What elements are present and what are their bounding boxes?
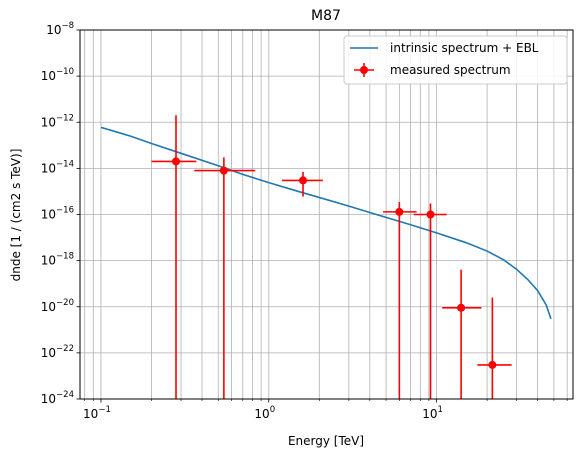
x-tick-label: 100: [254, 405, 275, 421]
y-tick-label-exponent: −22: [56, 344, 74, 354]
grid: [80, 29, 573, 400]
measured-point-group: [282, 171, 323, 197]
y-tick-label-exponent: −14: [56, 159, 74, 169]
legend-label: measured spectrum: [390, 63, 511, 77]
x-tick-label: 101: [422, 405, 443, 421]
y-tick-label: 10−8: [46, 21, 74, 37]
measured-point-marker: [457, 303, 466, 312]
y-tick-label: 10−24: [41, 390, 74, 406]
measured-point-group: [151, 115, 197, 399]
measured-point-marker: [219, 166, 228, 175]
y-tick-label-base: 10: [41, 346, 56, 360]
y-tick-label: 10−18: [41, 252, 74, 268]
y-tick-label: 10−14: [41, 159, 74, 175]
y-tick-label-base: 10: [41, 392, 56, 406]
legend: intrinsic spectrum + EBL measured spectru…: [343, 35, 568, 85]
series-line-intrinsic-spectrum: [100, 126, 552, 320]
x-tick-label-base: 10: [254, 407, 269, 421]
measured-point-group: [477, 297, 512, 399]
x-tick-label-exponent: 0: [270, 405, 275, 415]
chart-title: M87: [311, 8, 341, 24]
y-tick-label: 10−22: [41, 344, 74, 360]
axis-ticks: 10−1 100 10110−2410−2210−2010−1810−1610−14…: [41, 21, 568, 421]
x-tick-label: 10−1: [83, 405, 111, 421]
legend-label: intrinsic spectrum + EBL: [390, 41, 539, 55]
x-axis-title: Energy [TeV]: [288, 434, 364, 448]
y-tick-label-exponent: −10: [56, 67, 74, 77]
measured-point-group: [383, 201, 417, 399]
measured-point-group: [442, 269, 482, 399]
y-tick-label-exponent: −8: [61, 21, 74, 31]
legend-box: [343, 35, 568, 85]
y-tick-label: 10−10: [41, 67, 74, 83]
x-tick-label-base: 10: [83, 407, 98, 421]
y-tick-label-base: 10: [41, 208, 56, 222]
x-tick-label-base: 10: [422, 407, 437, 421]
y-tick-label-base: 10: [41, 69, 56, 83]
y-axis-title: dnde [1 / (cm2 s TeV)]: [9, 149, 23, 282]
y-tick-label-base: 10: [46, 23, 61, 37]
measured-point-marker: [172, 157, 181, 166]
measured-point-marker: [488, 360, 497, 369]
plot-series: [100, 115, 552, 399]
measured-point-marker: [426, 210, 435, 219]
y-tick-label: 10−20: [41, 298, 74, 314]
y-tick-label-exponent: −20: [56, 298, 74, 308]
y-tick-label-base: 10: [41, 161, 56, 175]
y-tick-label-base: 10: [41, 254, 56, 268]
measured-point-marker: [395, 207, 404, 216]
y-tick-label-exponent: −18: [56, 252, 74, 262]
measured-point-group: [194, 157, 256, 399]
y-tick-label-exponent: −24: [56, 390, 74, 400]
x-tick-label-exponent: 1: [438, 405, 443, 415]
y-tick-label-base: 10: [41, 300, 56, 314]
measured-point-group: [413, 203, 447, 399]
y-tick-label-base: 10: [41, 115, 56, 129]
y-tick-label-exponent: −12: [56, 113, 74, 123]
x-tick-label-exponent: −1: [98, 405, 111, 415]
legend-marker-swatch: [360, 66, 368, 74]
y-tick-label: 10−12: [41, 113, 74, 129]
y-tick-label-exponent: −16: [56, 206, 74, 216]
y-tick-label: 10−16: [41, 206, 74, 222]
measured-point-marker: [299, 176, 308, 185]
